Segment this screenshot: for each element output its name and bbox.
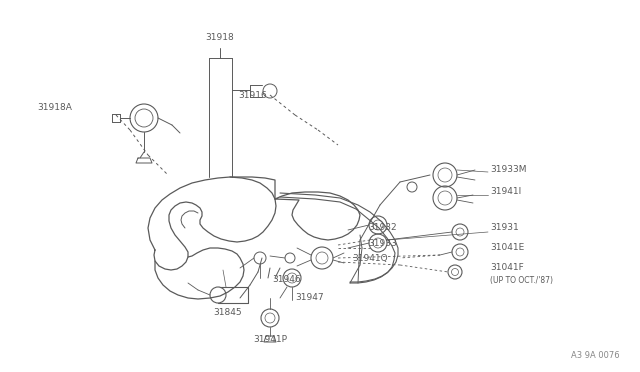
Circle shape (210, 287, 226, 303)
Text: 31041F: 31041F (490, 263, 524, 272)
Text: 31933M: 31933M (490, 166, 527, 174)
Text: 31941I: 31941I (490, 187, 521, 196)
Text: 31946: 31946 (272, 276, 301, 285)
Text: 31041E: 31041E (490, 244, 524, 253)
Text: 31845: 31845 (214, 308, 243, 317)
Text: 31947: 31947 (295, 294, 324, 302)
Text: 31931: 31931 (490, 224, 519, 232)
Text: (UP TO OCT./'87): (UP TO OCT./'87) (490, 276, 553, 285)
Text: 31916: 31916 (238, 90, 267, 99)
Text: 31918A: 31918A (37, 103, 72, 112)
Text: 31941Q: 31941Q (352, 253, 388, 263)
Text: 31932: 31932 (368, 224, 397, 232)
Text: 31933: 31933 (368, 238, 397, 247)
Bar (218, 287, 248, 303)
Text: 31918: 31918 (205, 33, 234, 42)
Text: 31941P: 31941P (253, 335, 287, 344)
Text: A3 9A 0076: A3 9A 0076 (572, 351, 620, 360)
